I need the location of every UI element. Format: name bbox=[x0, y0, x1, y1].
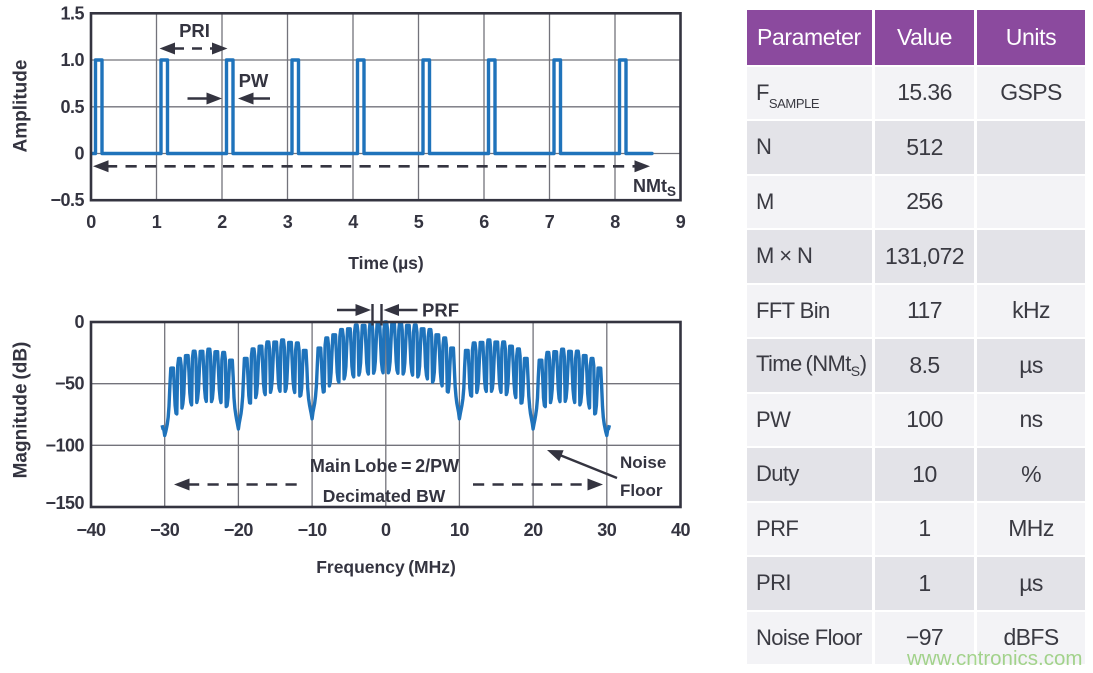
svg-text:1: 1 bbox=[152, 212, 162, 232]
svg-text:Frequency (MHz): Frequency (MHz) bbox=[316, 557, 456, 577]
svg-text:Main Lobe = 2/PW: Main Lobe = 2/PW bbox=[310, 456, 459, 476]
svg-text:7: 7 bbox=[545, 212, 555, 232]
svg-text:−0.5: −0.5 bbox=[50, 190, 84, 210]
svg-text:4: 4 bbox=[348, 212, 358, 232]
svg-text:Decimated BW: Decimated BW bbox=[323, 486, 446, 506]
svg-text:1.0: 1.0 bbox=[60, 50, 84, 70]
svg-text:0: 0 bbox=[74, 144, 84, 164]
svg-text:0: 0 bbox=[74, 312, 84, 332]
svg-text:1.5: 1.5 bbox=[60, 3, 84, 23]
svg-text:30: 30 bbox=[597, 520, 617, 540]
svg-text:−30: −30 bbox=[150, 520, 180, 540]
svg-text:PRF: PRF bbox=[422, 300, 459, 321]
svg-text:10: 10 bbox=[450, 520, 470, 540]
svg-text:−40: −40 bbox=[76, 520, 106, 540]
svg-text:0: 0 bbox=[381, 520, 391, 540]
svg-text:0: 0 bbox=[86, 212, 96, 232]
svg-text:40: 40 bbox=[671, 520, 691, 540]
svg-text:NMtS: NMtS bbox=[633, 176, 676, 199]
svg-text:Noise: Noise bbox=[620, 453, 666, 472]
svg-text:Floor: Floor bbox=[620, 481, 663, 500]
svg-text:8: 8 bbox=[610, 212, 620, 232]
svg-text:2: 2 bbox=[217, 212, 227, 232]
svg-text:−50: −50 bbox=[55, 374, 85, 394]
svg-text:3: 3 bbox=[283, 212, 293, 232]
svg-text:6: 6 bbox=[479, 212, 489, 232]
svg-text:0.5: 0.5 bbox=[60, 97, 84, 117]
svg-text:−150: −150 bbox=[45, 493, 84, 513]
svg-text:−20: −20 bbox=[224, 520, 254, 540]
svg-text:PW: PW bbox=[239, 70, 269, 91]
svg-text:Time (µs): Time (µs) bbox=[348, 253, 424, 273]
svg-text:PRI: PRI bbox=[179, 20, 210, 41]
svg-text:5: 5 bbox=[414, 212, 424, 232]
svg-text:−100: −100 bbox=[45, 435, 84, 455]
svg-text:9: 9 bbox=[676, 212, 686, 232]
svg-text:20: 20 bbox=[524, 520, 544, 540]
svg-text:Magnitude (dB): Magnitude (dB) bbox=[11, 342, 32, 479]
svg-text:Amplitude: Amplitude bbox=[11, 60, 32, 153]
svg-text:−10: −10 bbox=[298, 520, 328, 540]
